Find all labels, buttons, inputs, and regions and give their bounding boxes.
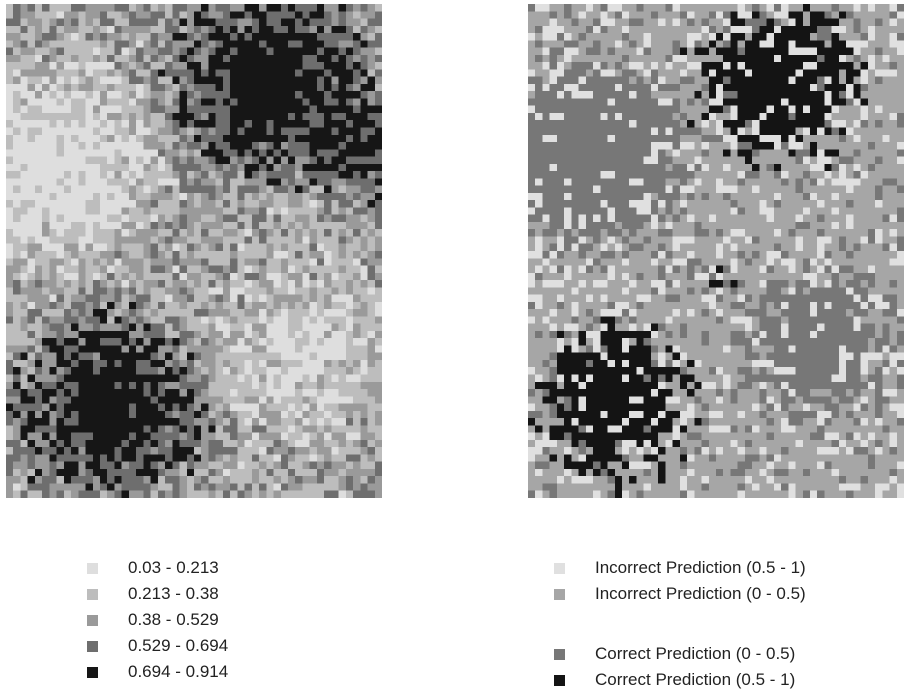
legend-swatch [554, 674, 565, 686]
legend-label: Incorrect Prediction (0 - 0.5) [595, 584, 806, 603]
legend-spacer [554, 607, 806, 641]
legend-swatch [87, 640, 98, 652]
legend-item: 0.03 - 0.213 [87, 555, 228, 581]
legend-item: 0.694 - 0.914 [87, 659, 228, 685]
legend-swatch [87, 588, 98, 600]
prediction-accuracy-map [528, 4, 904, 498]
legend-item: Correct Prediction (0 - 0.5) [554, 641, 806, 667]
legend-swatch [554, 562, 565, 574]
prediction-legend: Incorrect Prediction (0.5 - 1) Incorrect… [554, 555, 806, 693]
probability-legend: 0.03 - 0.213 0.213 - 0.38 0.38 - 0.529 0… [87, 555, 228, 685]
legend-label: Incorrect Prediction (0.5 - 1) [595, 558, 806, 577]
probability-map [6, 4, 382, 498]
legend-item: Incorrect Prediction (0.5 - 1) [554, 555, 806, 581]
legend-item: Correct Prediction (0.5 - 1) [554, 667, 806, 693]
legend-swatch [87, 666, 98, 678]
legend-item: 0.213 - 0.38 [87, 581, 228, 607]
legend-swatch [554, 588, 565, 600]
legend-swatch [554, 648, 565, 660]
legend-label: Correct Prediction (0.5 - 1) [595, 670, 796, 689]
legend-label: 0.529 - 0.694 [128, 636, 229, 655]
legend-label: 0.38 - 0.529 [128, 610, 219, 629]
legend-item: 0.529 - 0.694 [87, 633, 228, 659]
legend-label: 0.213 - 0.38 [128, 584, 219, 603]
legend-swatch [87, 562, 98, 574]
legend-label: Correct Prediction (0 - 0.5) [595, 644, 796, 663]
legend-label: 0.03 - 0.213 [128, 558, 219, 577]
prediction-raster [528, 4, 904, 498]
legend-item: Incorrect Prediction (0 - 0.5) [554, 581, 806, 607]
legend-swatch [87, 614, 98, 626]
legend-label: 0.694 - 0.914 [128, 662, 229, 681]
legend-item: 0.38 - 0.529 [87, 607, 228, 633]
probability-raster [6, 4, 382, 498]
